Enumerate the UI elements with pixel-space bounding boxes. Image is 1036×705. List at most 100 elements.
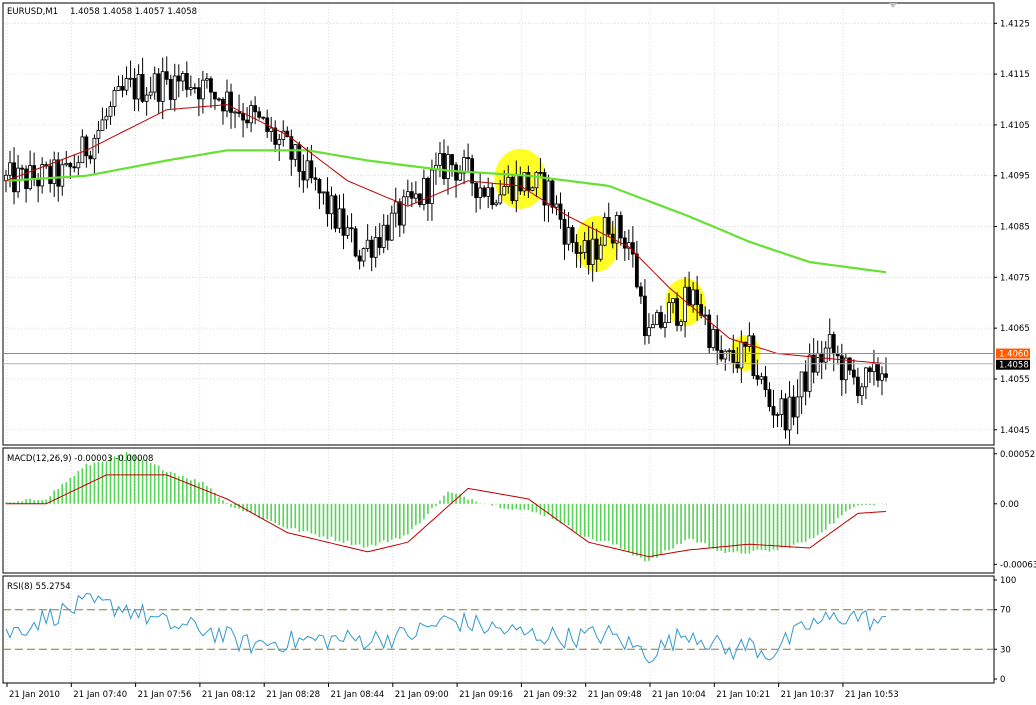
candle-body bbox=[413, 193, 418, 199]
candle-body bbox=[522, 172, 527, 192]
candle-body bbox=[108, 106, 113, 117]
candle-body bbox=[783, 398, 788, 431]
candle-body bbox=[727, 350, 732, 352]
candle-body bbox=[731, 350, 736, 363]
candle-body bbox=[839, 355, 844, 381]
candle-body bbox=[381, 224, 386, 248]
candle-body bbox=[667, 302, 671, 323]
candle-body bbox=[124, 78, 129, 91]
candle-body bbox=[253, 105, 258, 113]
candle-body bbox=[458, 172, 462, 181]
price-tick-label: 1.4115 bbox=[1000, 70, 1030, 80]
candle-body bbox=[723, 350, 728, 360]
candle-body bbox=[64, 163, 69, 166]
symbol-timeframe-label: EURUSD,M1 bbox=[7, 7, 58, 17]
candle-body bbox=[634, 253, 639, 288]
candle-body bbox=[257, 111, 262, 118]
candle-body bbox=[851, 369, 856, 378]
candle-body bbox=[771, 406, 776, 416]
candle-body bbox=[281, 130, 286, 140]
candle-body bbox=[827, 334, 832, 349]
candle-body bbox=[546, 180, 551, 206]
candle-body bbox=[32, 165, 37, 180]
candle-body bbox=[36, 179, 41, 187]
candle-body bbox=[450, 154, 454, 166]
candle-body bbox=[574, 242, 579, 254]
candle-body bbox=[795, 396, 800, 418]
candle-body bbox=[763, 376, 768, 390]
candle-body bbox=[241, 112, 245, 121]
candle-body bbox=[751, 335, 756, 376]
candle-body bbox=[176, 75, 181, 82]
candle-body bbox=[76, 162, 81, 169]
candle-body bbox=[566, 227, 571, 245]
level-price-tag-label: 1.4060 bbox=[999, 350, 1029, 360]
candle-body bbox=[365, 239, 370, 249]
candle-body bbox=[831, 334, 836, 355]
price-tick-label: 1.4125 bbox=[1000, 19, 1030, 29]
candle-body bbox=[313, 177, 318, 180]
candle-body bbox=[550, 180, 555, 208]
time-tick-label: 21 Jan 09:16 bbox=[459, 690, 513, 700]
price-panel-frame bbox=[2, 2, 995, 446]
candle-body bbox=[20, 167, 24, 170]
rsi-panel-frame bbox=[2, 575, 995, 684]
candle-body bbox=[675, 298, 679, 326]
macd-panel-frame bbox=[2, 447, 995, 574]
candle-body bbox=[470, 158, 475, 184]
candle-body bbox=[775, 414, 780, 416]
candle-body bbox=[859, 386, 864, 397]
candle-body bbox=[570, 227, 575, 243]
candle-body bbox=[659, 312, 663, 328]
candle-body bbox=[663, 322, 667, 328]
candle-body bbox=[554, 203, 559, 208]
macd-axis: 0.00052 0.00 -0.00063 bbox=[994, 450, 1036, 570]
candle-body bbox=[622, 237, 627, 249]
candle-body bbox=[40, 164, 45, 187]
level-price-tag bbox=[996, 348, 1030, 359]
candle-body bbox=[297, 144, 302, 172]
candle-body bbox=[88, 155, 93, 160]
candle-body bbox=[345, 227, 350, 236]
candle-body bbox=[261, 116, 266, 119]
candle-body bbox=[542, 172, 547, 206]
candle-body bbox=[651, 324, 655, 329]
candle-body bbox=[562, 218, 567, 245]
candle-body bbox=[602, 217, 607, 246]
candle-body bbox=[120, 86, 125, 91]
candle-body bbox=[855, 376, 860, 397]
candle-body bbox=[614, 215, 619, 244]
candle-body bbox=[249, 105, 254, 124]
candle-body bbox=[759, 376, 764, 380]
candle-body bbox=[393, 201, 398, 214]
price-axis: 1.4125 1.4115 1.4105 1.4095 1.4085 1.4075 1.40… bbox=[994, 19, 1030, 436]
candle-body bbox=[835, 353, 840, 357]
candle-body bbox=[217, 98, 221, 101]
candle-body bbox=[180, 73, 185, 82]
candle-body bbox=[401, 196, 406, 226]
candle-body bbox=[586, 240, 591, 265]
macd-tick-label: 0.00052 bbox=[1000, 450, 1035, 460]
candle-body bbox=[188, 87, 193, 90]
candle-body bbox=[506, 176, 511, 187]
candle-body bbox=[843, 357, 848, 381]
candle-body bbox=[405, 191, 410, 198]
candle-body bbox=[140, 74, 145, 102]
candle-body bbox=[530, 187, 535, 191]
candle-body bbox=[84, 136, 89, 157]
time-tick-label: 21 Jan 07:40 bbox=[73, 690, 127, 700]
candle-body bbox=[8, 162, 12, 176]
candle-body bbox=[868, 367, 872, 373]
candle-body bbox=[80, 136, 85, 164]
shift-marker-icon[interactable] bbox=[889, 3, 897, 8]
candle-body bbox=[462, 157, 466, 174]
candle-body bbox=[711, 328, 716, 348]
candle-body bbox=[160, 71, 165, 102]
candle-body bbox=[446, 154, 450, 180]
candle-body bbox=[534, 172, 539, 189]
bid-price-tag bbox=[996, 359, 1030, 370]
candle-body bbox=[28, 165, 33, 189]
candle-body bbox=[598, 244, 603, 260]
